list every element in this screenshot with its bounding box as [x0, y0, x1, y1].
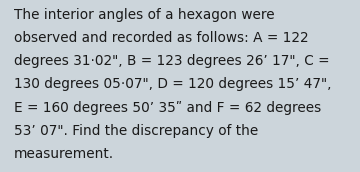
- Text: observed and recorded as follows: A = 122: observed and recorded as follows: A = 12…: [14, 31, 308, 45]
- Text: degrees 31‧02", B = 123 degrees 26’ 17", C =: degrees 31‧02", B = 123 degrees 26’ 17",…: [14, 54, 329, 68]
- Text: E = 160 degrees 50’ 35ʺ and F = 62 degrees: E = 160 degrees 50’ 35ʺ and F = 62 degre…: [14, 101, 321, 115]
- Text: 53’ 07". Find the discrepancy of the: 53’ 07". Find the discrepancy of the: [14, 124, 258, 138]
- Text: 130 degrees 05‧07", D = 120 degrees 15’ 47",: 130 degrees 05‧07", D = 120 degrees 15’ …: [14, 77, 331, 91]
- Text: measurement.: measurement.: [14, 147, 114, 161]
- Text: The interior angles of a hexagon were: The interior angles of a hexagon were: [14, 8, 274, 22]
